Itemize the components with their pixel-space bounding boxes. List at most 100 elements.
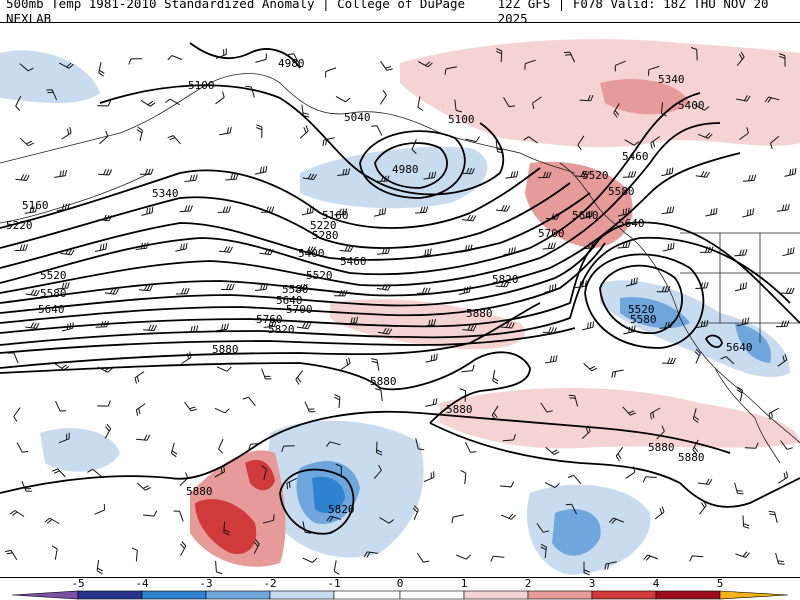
wind-barb	[617, 207, 630, 217]
wind-barb	[302, 521, 312, 534]
contour-label: 4980	[392, 163, 419, 176]
wind-barb	[94, 503, 105, 515]
contour-5880-south	[0, 410, 731, 494]
wind-barb	[490, 555, 505, 562]
wind-barb	[325, 441, 341, 447]
wind-barb	[14, 244, 28, 252]
wind-barb	[423, 171, 437, 180]
wind-barb	[462, 324, 477, 332]
colorbar-tick: 2	[525, 577, 532, 590]
wind-barb	[500, 481, 515, 488]
wind-barb	[575, 170, 590, 178]
wind-barb	[454, 99, 463, 113]
wind-barb	[287, 53, 300, 64]
wind-barb	[500, 321, 515, 329]
wind-barb	[461, 364, 475, 373]
wind-barb	[659, 321, 673, 329]
wind-barb	[345, 316, 359, 325]
wind-barb	[654, 506, 665, 520]
wind-barb	[87, 468, 102, 477]
wind-barb	[25, 322, 40, 329]
wind-barb	[216, 366, 232, 372]
wind-barb	[139, 168, 154, 175]
contour-label: 5880	[678, 451, 705, 464]
wind-barb	[337, 168, 351, 176]
contour-5760	[0, 327, 576, 354]
contour-label: 5160	[322, 209, 349, 222]
contour-label: 5220	[6, 219, 33, 232]
wind-barb	[580, 210, 593, 220]
wind-barb	[9, 510, 25, 517]
wind-barb	[609, 517, 624, 524]
wind-barb	[286, 477, 298, 490]
wind-barb	[540, 543, 547, 558]
contour-label: 5460	[622, 150, 649, 163]
wind-barb	[173, 510, 184, 522]
colorbar-swatch	[269, 590, 335, 600]
wind-barb	[16, 442, 29, 453]
wind-barb	[19, 63, 34, 72]
wind-barb	[582, 321, 595, 331]
contour-5460	[0, 152, 741, 304]
colorbar-swatch	[655, 590, 721, 600]
contour-5280	[0, 192, 591, 269]
anomaly-map: 4980 4980 5040 5100 5100 5160 5160 5220 …	[0, 22, 800, 578]
wind-barb	[604, 561, 617, 570]
alaska-coast	[0, 73, 576, 174]
wind-barb	[699, 246, 714, 253]
wind-barb	[583, 241, 597, 250]
wind-barb	[245, 85, 255, 98]
colorbar-swatch	[11, 590, 79, 600]
wind-barb	[215, 91, 225, 105]
contour-5700	[0, 236, 791, 346]
wind-barb	[221, 283, 235, 291]
wind-barb	[301, 206, 314, 216]
colorbar-swatch	[77, 590, 143, 600]
wind-barb	[15, 174, 30, 181]
wind-barb	[417, 61, 433, 68]
contour-label: 5580	[608, 185, 635, 198]
contour-label: 5400	[298, 247, 325, 260]
wind-barb	[692, 439, 699, 455]
pos-anomaly-subtropical	[440, 388, 800, 449]
wind-barb	[416, 287, 431, 294]
wind-barb	[611, 369, 624, 378]
wind-barb	[301, 104, 310, 118]
wind-barb	[542, 242, 556, 250]
neg-anomaly-strong-sw2	[735, 323, 771, 363]
wind-barb	[335, 95, 351, 103]
wind-barb	[375, 175, 390, 182]
bc-coast	[559, 162, 661, 274]
wind-barb	[458, 286, 471, 295]
wind-barb	[333, 394, 341, 409]
contour-label: 5880	[370, 375, 397, 388]
contour-label: 5340	[658, 73, 685, 86]
wind-barb	[219, 126, 232, 136]
wind-barb	[705, 207, 718, 217]
wind-barb	[613, 103, 620, 118]
wind-barb	[46, 89, 58, 101]
wind-barb	[775, 552, 785, 565]
wind-barb	[175, 288, 190, 295]
wind-barb	[5, 549, 18, 560]
wind-barb	[736, 51, 745, 67]
wind-barb	[656, 285, 671, 293]
wind-barb	[537, 171, 552, 179]
wind-barb	[15, 95, 22, 111]
wind-barb	[335, 463, 342, 478]
wind-barb	[56, 203, 70, 211]
wind-barb	[143, 324, 158, 332]
wind-barb	[333, 208, 348, 216]
wind-barb	[339, 245, 354, 252]
contour-5040	[359, 130, 466, 199]
contour-5880-main	[0, 351, 531, 424]
pos-anomaly-tropical-core	[195, 499, 257, 554]
colorbar-swatch	[591, 590, 657, 600]
wind-barb	[377, 327, 393, 335]
wind-barb	[19, 137, 34, 147]
wind-barb	[51, 545, 58, 560]
wind-barb	[13, 407, 21, 422]
wind-barb	[255, 53, 267, 63]
wind-barb	[167, 55, 183, 61]
wind-barb	[544, 283, 557, 293]
